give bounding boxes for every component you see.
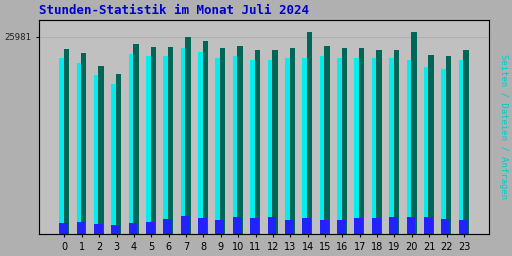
Bar	[441, 219, 450, 234]
Bar	[238, 46, 243, 234]
Bar	[233, 56, 242, 234]
Bar	[268, 60, 276, 234]
Bar	[372, 58, 380, 234]
Bar	[216, 220, 224, 234]
Bar	[185, 37, 190, 234]
Bar	[203, 41, 208, 234]
Bar	[303, 58, 311, 234]
Bar	[250, 60, 259, 234]
Bar	[129, 54, 137, 234]
Bar	[324, 46, 330, 234]
Bar	[59, 223, 68, 234]
Bar	[151, 47, 156, 234]
Bar	[111, 84, 120, 234]
Bar	[181, 48, 189, 234]
Bar	[94, 224, 103, 234]
Bar	[407, 217, 415, 234]
Bar	[146, 56, 155, 234]
Bar	[289, 48, 295, 234]
Bar	[342, 48, 347, 234]
Bar	[233, 217, 242, 234]
Bar	[255, 50, 260, 234]
Bar	[285, 220, 294, 234]
Bar	[94, 76, 103, 234]
Bar	[446, 56, 451, 234]
Bar	[424, 217, 433, 234]
Bar	[429, 55, 434, 234]
Bar	[146, 222, 155, 234]
Bar	[307, 31, 312, 234]
Bar	[198, 52, 207, 234]
Bar	[319, 220, 329, 234]
Bar	[272, 50, 278, 234]
Bar	[319, 56, 329, 234]
Bar	[411, 31, 417, 234]
Bar	[98, 66, 104, 234]
Bar	[116, 74, 121, 234]
Text: Stunden-Statistik im Monat Juli 2024: Stunden-Statistik im Monat Juli 2024	[39, 4, 309, 17]
Bar	[76, 222, 86, 234]
Bar	[389, 58, 398, 234]
Bar	[168, 47, 174, 234]
Bar	[459, 60, 467, 234]
Bar	[424, 67, 433, 234]
Bar	[181, 216, 189, 234]
Bar	[337, 220, 346, 234]
Bar	[463, 50, 468, 234]
Bar	[163, 56, 172, 234]
Bar	[337, 58, 346, 234]
Bar	[59, 58, 68, 234]
Bar	[394, 50, 399, 234]
Bar	[285, 58, 294, 234]
Bar	[220, 48, 225, 234]
Bar	[133, 44, 139, 234]
Bar	[76, 63, 86, 234]
Bar	[407, 60, 415, 234]
Bar	[354, 218, 364, 234]
Bar	[303, 218, 311, 234]
Bar	[354, 58, 364, 234]
Bar	[441, 69, 450, 234]
Bar	[250, 218, 259, 234]
Bar	[372, 218, 380, 234]
Bar	[216, 58, 224, 234]
Bar	[389, 217, 398, 234]
Bar	[111, 225, 120, 234]
Bar	[81, 53, 87, 234]
Bar	[459, 220, 467, 234]
Bar	[376, 50, 382, 234]
Bar	[129, 223, 137, 234]
Bar	[198, 218, 207, 234]
Bar	[63, 49, 69, 234]
Bar	[268, 217, 276, 234]
Bar	[359, 48, 365, 234]
Bar	[163, 219, 172, 234]
